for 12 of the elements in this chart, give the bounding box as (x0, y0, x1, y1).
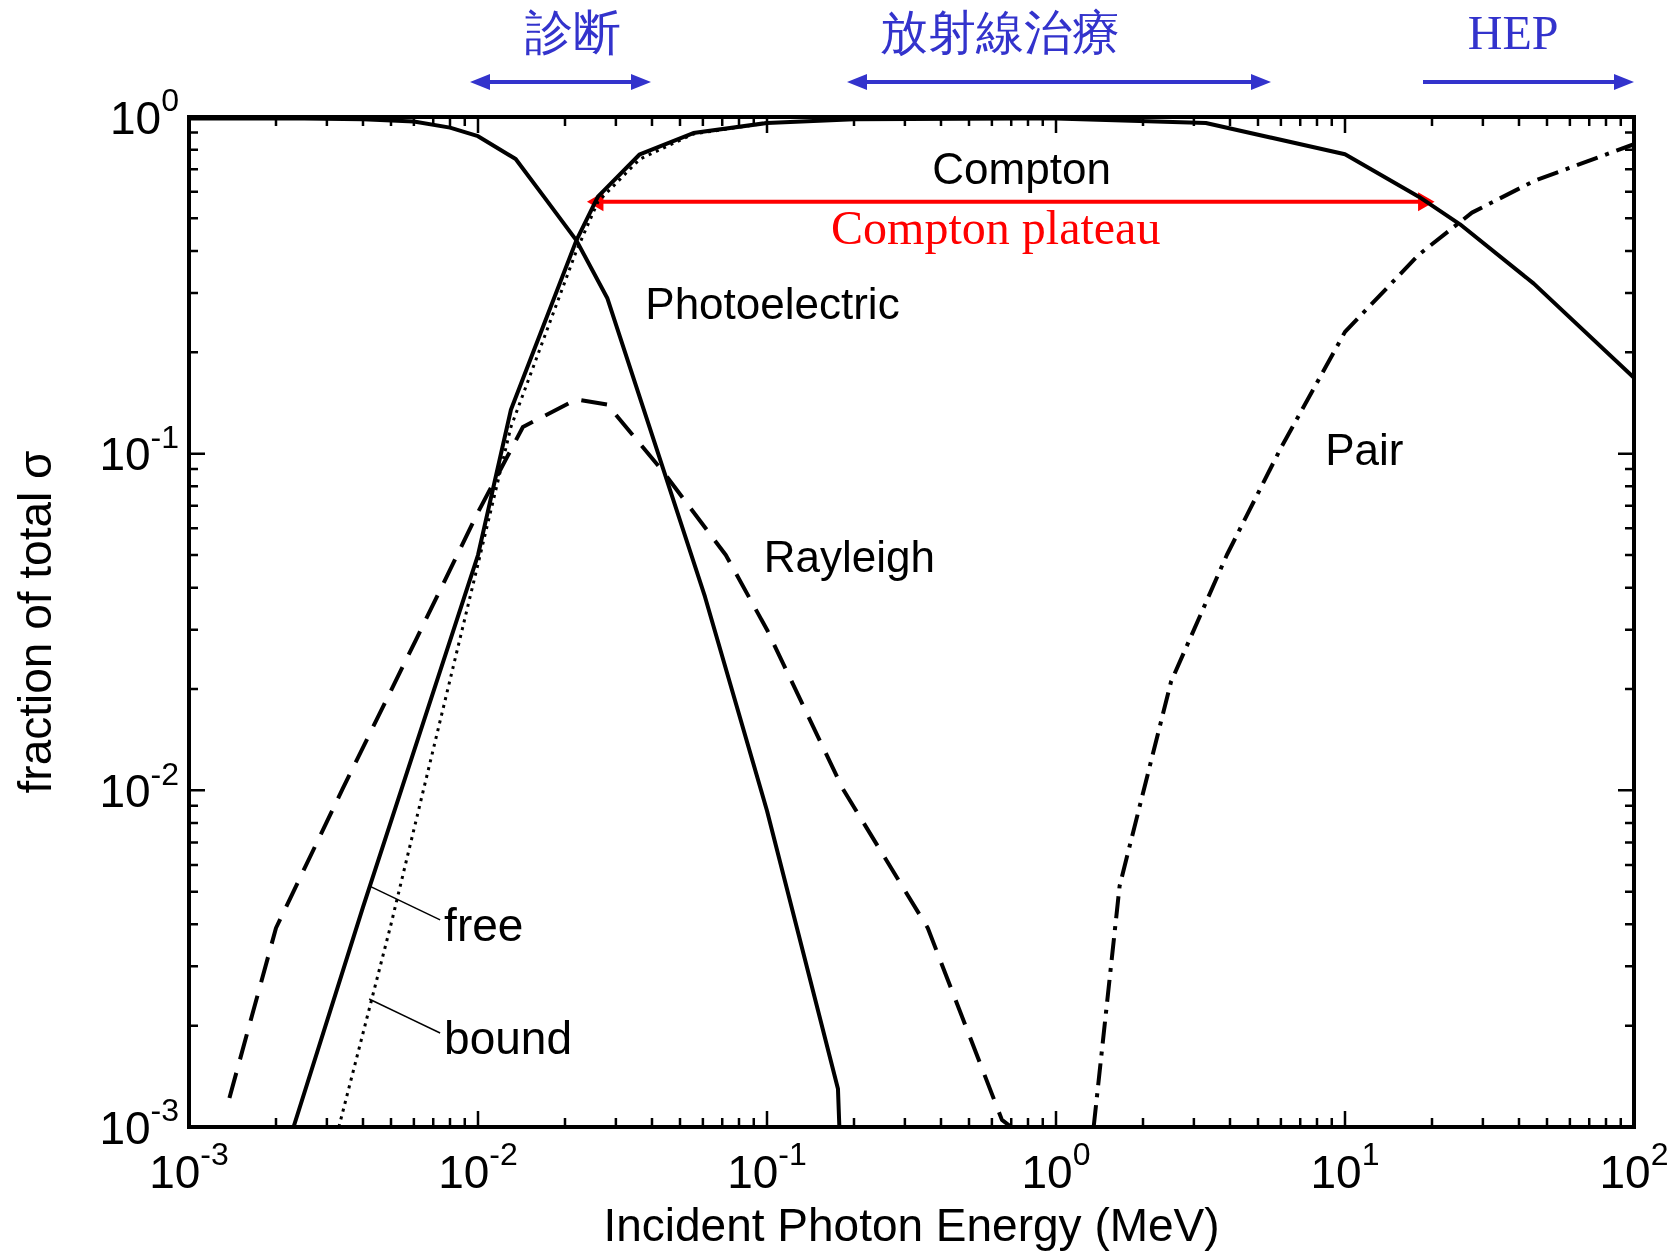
text: 放射線治療 (879, 6, 1120, 60)
annotation: Pair (1325, 425, 1404, 475)
annotation: bound (444, 1011, 573, 1064)
annotation: Compton (932, 144, 1111, 194)
annotation: free (444, 898, 524, 951)
annotation: Photoelectric (645, 279, 900, 329)
annotation: Rayleigh (763, 531, 935, 581)
text: 診断 (525, 6, 622, 60)
y-axis-title: fraction of total σ (8, 450, 61, 794)
text: HEP (1467, 6, 1559, 60)
series-label: Compton plateau (831, 201, 1161, 255)
x-axis-title: Incident Photon Energy (MeV) (603, 1198, 1220, 1251)
